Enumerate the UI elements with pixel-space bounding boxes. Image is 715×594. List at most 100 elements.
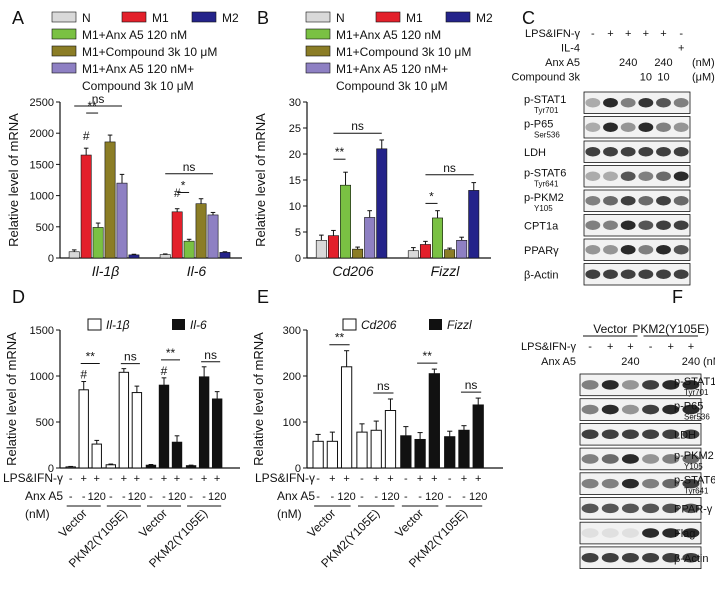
sig-bracket-label: ns bbox=[351, 119, 364, 133]
legend-swatch bbox=[342, 318, 357, 331]
bar-n bbox=[315, 240, 327, 259]
blot-band bbox=[656, 220, 671, 230]
blot-band bbox=[601, 380, 619, 390]
legend-swatch bbox=[375, 11, 401, 23]
blot-band bbox=[638, 171, 654, 181]
lps-sign: + bbox=[134, 473, 140, 485]
bar-m1-anx-a5 bbox=[340, 184, 352, 259]
y-axis-label: Relative level of mRNA bbox=[4, 332, 19, 466]
bar-cd206-5 bbox=[384, 410, 397, 469]
legend-label: M1+Anx A5 120 nM bbox=[82, 28, 187, 42]
lps-sign: + bbox=[94, 473, 100, 485]
legend-label: Compound 3k 10 μM bbox=[336, 79, 448, 93]
blot-band bbox=[682, 503, 700, 514]
sig-bracket-label: ns bbox=[204, 348, 217, 362]
blot-band bbox=[585, 196, 601, 206]
anx-value: - bbox=[202, 491, 206, 503]
blot-band bbox=[682, 380, 700, 390]
y-tick-label: 0 bbox=[48, 253, 54, 265]
blot-row-label: LDH bbox=[674, 429, 696, 441]
blot-band bbox=[682, 404, 700, 415]
blot-strip bbox=[579, 398, 702, 421]
blot-band bbox=[621, 552, 639, 563]
legend-label: Cd206 bbox=[361, 318, 397, 332]
blot-strip bbox=[579, 497, 702, 520]
blot-band bbox=[601, 404, 619, 415]
anx-value: - bbox=[331, 491, 335, 503]
blot-band bbox=[601, 503, 619, 514]
y-axis-label: Relative level of mRNA bbox=[251, 332, 266, 466]
sig-bracket-label: ** bbox=[166, 346, 176, 360]
legend-swatch bbox=[445, 11, 471, 23]
blot-band bbox=[638, 269, 654, 279]
lps-sign: + bbox=[161, 473, 167, 485]
bar-il1-1 bbox=[78, 389, 89, 469]
blot-row-label: p-STAT6 bbox=[524, 167, 566, 179]
blot-band bbox=[642, 552, 660, 563]
anx-value: - bbox=[404, 491, 408, 503]
blot-band bbox=[621, 454, 639, 464]
row-label-lps: LPS&IFN-γ bbox=[255, 471, 315, 485]
bar-m2 bbox=[128, 254, 140, 259]
blot-band bbox=[662, 380, 680, 390]
header-value: + bbox=[660, 28, 666, 40]
legend-label: N bbox=[82, 11, 91, 25]
bar-m1-anx-a5-compound-3k bbox=[364, 217, 376, 259]
panel-label-D: D bbox=[12, 287, 25, 307]
blot-band bbox=[620, 220, 636, 230]
blot-band bbox=[621, 478, 639, 489]
sig-bracket-label: ns bbox=[124, 350, 137, 364]
blot-band bbox=[603, 98, 618, 108]
blot-band bbox=[585, 245, 601, 255]
blot-band bbox=[642, 429, 660, 440]
bar-n bbox=[407, 250, 419, 259]
legend-label: Fizzl bbox=[447, 318, 472, 332]
header-value: + bbox=[688, 341, 694, 353]
blot-strip bbox=[583, 165, 691, 188]
bar-il6-6 bbox=[145, 464, 157, 469]
blot-band bbox=[603, 196, 618, 206]
sig-bracket-label: ns bbox=[183, 160, 196, 174]
bar-il6-9 bbox=[185, 465, 197, 469]
header-unit: (nM) bbox=[703, 356, 715, 368]
blot-band bbox=[581, 478, 599, 489]
header-label: IL-4 bbox=[561, 43, 580, 55]
row-label-unit: (nM) bbox=[25, 507, 50, 521]
anx-value: - bbox=[189, 491, 193, 503]
bar-m1 bbox=[327, 235, 339, 259]
lps-sign: + bbox=[81, 473, 87, 485]
blot-band bbox=[682, 552, 700, 563]
annotation-hash: # bbox=[83, 129, 90, 143]
blot-band bbox=[642, 380, 660, 390]
blot-band bbox=[620, 171, 636, 181]
lps-sign: - bbox=[316, 473, 320, 485]
panel-label-C: C bbox=[522, 8, 535, 28]
bar-il1-4 bbox=[118, 371, 130, 469]
blot-band bbox=[662, 429, 680, 440]
bar-m1-compound-3k bbox=[352, 248, 364, 259]
vector-label: Vector bbox=[305, 506, 339, 540]
legend-swatch bbox=[87, 318, 102, 331]
bar-cd206-0 bbox=[312, 440, 324, 469]
bar-m1-anx-a5 bbox=[92, 227, 104, 259]
blot-row-label: p-STAT1 bbox=[674, 376, 715, 388]
legend-label: M1 bbox=[406, 11, 423, 25]
header-unit: (nM) bbox=[692, 57, 715, 69]
legend-label: M1+Compound 3k 10 μM bbox=[336, 45, 471, 59]
anx-value: 120 bbox=[168, 491, 186, 503]
blot-band bbox=[662, 404, 680, 415]
blot-band bbox=[585, 220, 601, 230]
anx-value: - bbox=[418, 491, 422, 503]
bar-il6-10 bbox=[198, 376, 210, 469]
blot-row-label: PPARγ bbox=[524, 245, 559, 257]
blot-band bbox=[682, 528, 700, 538]
anx-value: - bbox=[109, 491, 113, 503]
y-tick-label: 1000 bbox=[30, 191, 54, 203]
sig-bracket-label: * bbox=[429, 189, 434, 203]
y-tick-label: 0 bbox=[295, 463, 301, 475]
blot-band bbox=[656, 196, 671, 206]
header-value: - bbox=[591, 28, 595, 40]
bar-m1 bbox=[171, 211, 183, 259]
blot-band bbox=[662, 528, 680, 538]
blot-row-label: β-Actin bbox=[524, 269, 558, 281]
